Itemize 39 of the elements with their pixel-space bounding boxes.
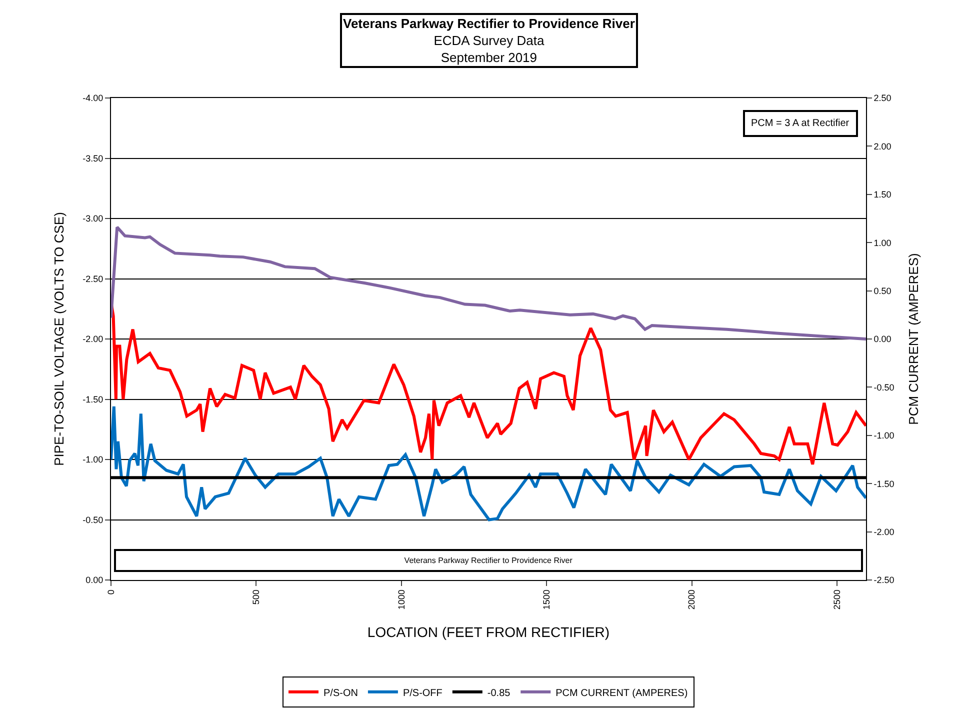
x-tick-label: 500 <box>251 590 262 605</box>
y-tick-label: -3.00 <box>82 214 104 224</box>
chart-title: Veterans Parkway Rectifier to Providence River <box>343 16 635 31</box>
y-axis-title: PIPE-TO-SOIL VOLTAGE (VOLTS TO CSE) <box>52 212 67 466</box>
y2-tick-label: -0.50 <box>874 382 894 392</box>
y-tick-label: -3.50 <box>82 153 104 164</box>
y2-tick-label: -1.50 <box>874 478 894 489</box>
y-tick-label: -2.50 <box>82 274 104 284</box>
x-tick-label: 2000 <box>686 590 697 610</box>
chart-subtitle: ECDA Survey Data September 2019 <box>434 32 545 65</box>
legend-label: -0.85 <box>487 688 511 699</box>
y2-tick-label: -1.00 <box>874 430 894 441</box>
x-tick-label: 1500 <box>542 590 552 610</box>
annotation: PCM = 3 A at Rectifier <box>751 118 850 129</box>
y2-axis-title: PCM CURRENT (AMPERES) <box>906 253 921 425</box>
y2-tick-label: 2.50 <box>874 93 892 104</box>
legend-label: P/S-ON <box>324 688 358 699</box>
y2-tick-label: 1.00 <box>874 238 892 248</box>
y-tick-label: -1.50 <box>82 394 104 404</box>
line-series <box>111 404 866 522</box>
legend-label: PCM CURRENT (AMPERES) <box>556 688 688 699</box>
y2-tick-label: -2.50 <box>874 575 894 586</box>
y-tick-label: -2.00 <box>82 334 104 344</box>
x-tick-label: 2500 <box>832 590 842 610</box>
y-tick-label: -0.50 <box>82 514 104 525</box>
y-tick-label: 0.00 <box>86 575 104 586</box>
y-tick-label: -4.00 <box>82 93 104 104</box>
legend-label: P/S-OFF <box>402 688 442 699</box>
y-tick-label: -1.00 <box>82 454 104 465</box>
annotation: Veterans Parkway Rectifier to Providence River <box>404 556 573 565</box>
y2-tick-label: 0.50 <box>874 286 892 296</box>
x-tick-label: 1000 <box>396 590 406 610</box>
y2-tick-label: 2.00 <box>874 141 892 152</box>
y2-tick-label: 0.00 <box>874 334 892 344</box>
x-axis-title: LOCATION (FEET FROM RECTIFIER) <box>367 624 610 640</box>
y2-tick-label: 1.50 <box>874 190 892 200</box>
line-series <box>111 226 866 340</box>
x-tick-label: 0 <box>106 590 116 595</box>
y2-tick-label: -2.00 <box>874 526 894 537</box>
